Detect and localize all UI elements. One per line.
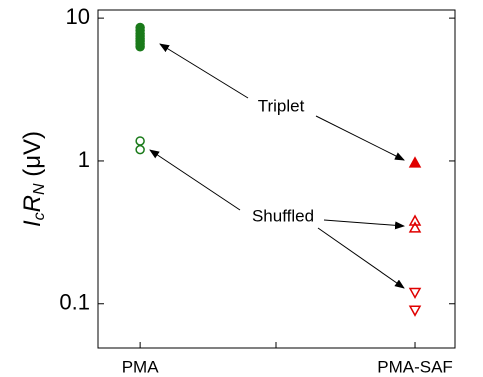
plot-frame <box>97 9 456 349</box>
y-tick-label: 0.1 <box>59 290 90 315</box>
y-tick-label: 1 <box>78 147 90 172</box>
y-label-part: (μV) <box>19 131 46 184</box>
y-label-part: R <box>19 195 46 212</box>
annotation: Triplet <box>258 96 305 115</box>
y-label-part: I <box>19 220 46 227</box>
annotation-arrows <box>149 43 405 289</box>
annotation: Shuffled <box>252 206 314 225</box>
point <box>408 305 422 317</box>
y-axis-label: IcRN (μV) <box>19 131 48 227</box>
point <box>135 42 145 52</box>
point <box>135 144 145 155</box>
point <box>408 221 422 233</box>
point <box>408 214 422 226</box>
y-label-part: N <box>31 183 48 195</box>
y-tick-label: 10 <box>66 4 90 29</box>
x-tick-label: PMA <box>122 357 160 376</box>
y-label-part: c <box>31 212 48 220</box>
x-tick-label: PMA-SAF <box>377 357 453 376</box>
point <box>408 156 422 168</box>
point <box>408 287 422 299</box>
point <box>135 136 145 146</box>
